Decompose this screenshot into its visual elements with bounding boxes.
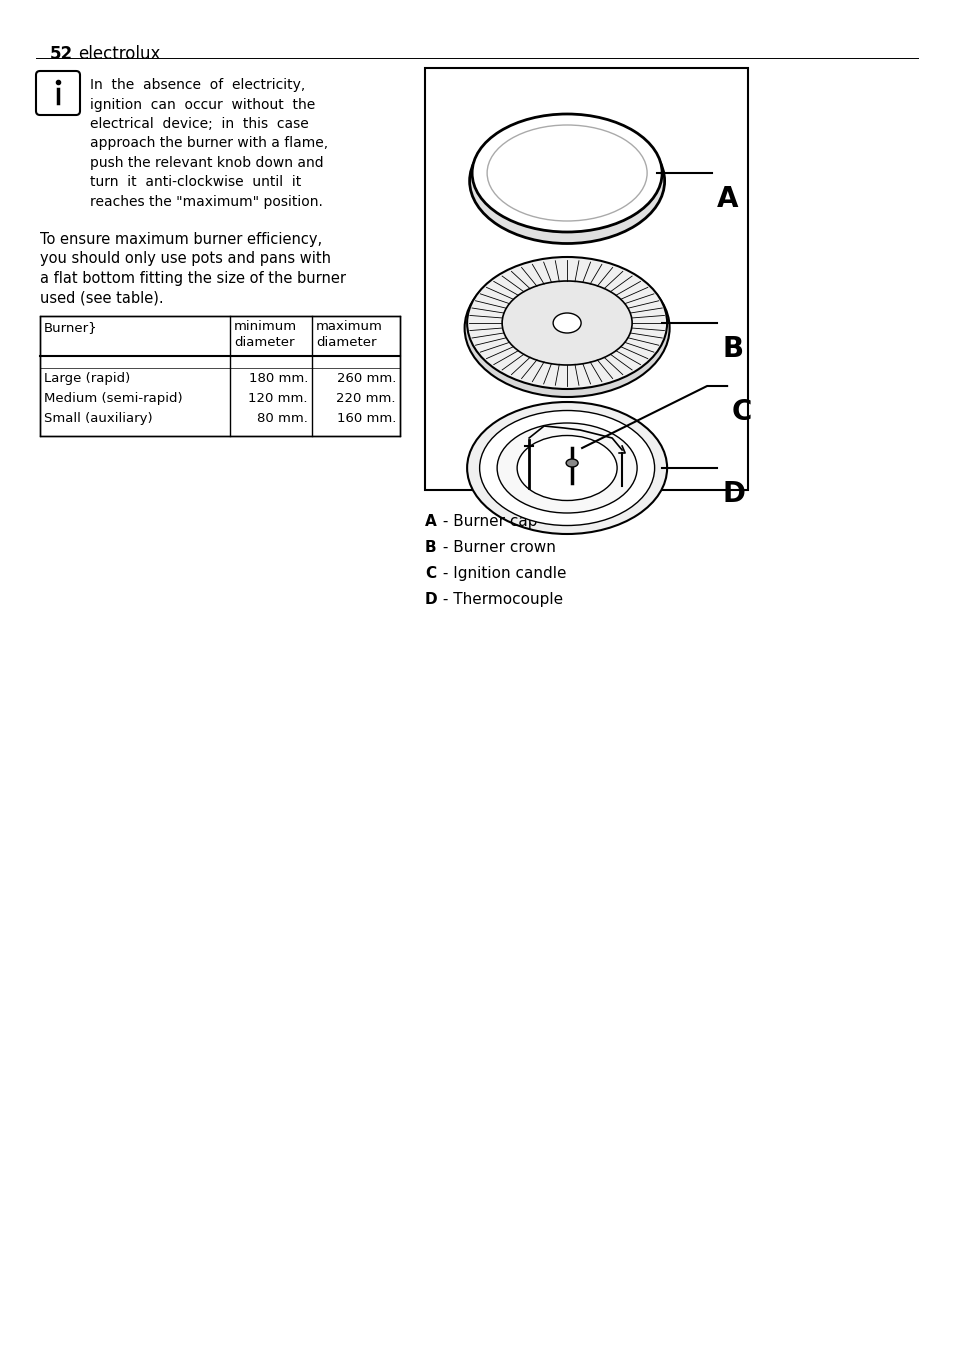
Text: - Burner crown: - Burner crown bbox=[437, 540, 556, 555]
Ellipse shape bbox=[469, 119, 664, 244]
Text: approach the burner with a flame,: approach the burner with a flame, bbox=[90, 137, 328, 150]
FancyBboxPatch shape bbox=[36, 70, 80, 115]
Text: 180 mm.: 180 mm. bbox=[249, 372, 308, 385]
Text: ignition  can  occur  without  the: ignition can occur without the bbox=[90, 97, 314, 111]
Text: push the relevant knob down and: push the relevant knob down and bbox=[90, 156, 323, 171]
Text: - Thermocouple: - Thermocouple bbox=[437, 592, 562, 607]
Ellipse shape bbox=[472, 114, 661, 232]
Text: minimum
diameter: minimum diameter bbox=[233, 320, 296, 349]
Ellipse shape bbox=[553, 313, 580, 333]
Text: used (see table).: used (see table). bbox=[40, 291, 164, 306]
Bar bbox=[40, 315, 399, 436]
Text: maximum
diameter: maximum diameter bbox=[315, 320, 382, 349]
Text: 52: 52 bbox=[50, 45, 73, 64]
Ellipse shape bbox=[467, 402, 666, 533]
Text: 260 mm.: 260 mm. bbox=[336, 372, 395, 385]
Text: you should only use pots and pans with: you should only use pots and pans with bbox=[40, 252, 331, 267]
Text: C: C bbox=[731, 398, 752, 427]
Text: electrical  device;  in  this  case: electrical device; in this case bbox=[90, 116, 309, 131]
Text: Large (rapid): Large (rapid) bbox=[44, 372, 131, 385]
Text: B: B bbox=[424, 540, 436, 555]
Text: 160 mm.: 160 mm. bbox=[336, 412, 395, 425]
Text: Burner}: Burner} bbox=[44, 321, 97, 334]
Text: - Ignition candle: - Ignition candle bbox=[437, 566, 566, 581]
Text: 220 mm.: 220 mm. bbox=[336, 393, 395, 405]
Text: reaches the "maximum" position.: reaches the "maximum" position. bbox=[90, 195, 322, 209]
Bar bbox=[424, 68, 747, 490]
Text: D: D bbox=[721, 481, 744, 508]
Text: A: A bbox=[717, 185, 738, 213]
Ellipse shape bbox=[487, 125, 646, 221]
Text: turn  it  anti-clockwise  until  it: turn it anti-clockwise until it bbox=[90, 176, 301, 190]
Ellipse shape bbox=[517, 436, 617, 501]
Text: A: A bbox=[424, 515, 436, 529]
Ellipse shape bbox=[501, 282, 632, 366]
Text: D: D bbox=[424, 592, 437, 607]
Text: C: C bbox=[424, 566, 436, 581]
Text: Small (auxiliary): Small (auxiliary) bbox=[44, 412, 152, 425]
Ellipse shape bbox=[479, 410, 654, 525]
Text: 80 mm.: 80 mm. bbox=[257, 412, 308, 425]
Ellipse shape bbox=[464, 259, 669, 397]
Text: electrolux: electrolux bbox=[78, 45, 160, 64]
Ellipse shape bbox=[497, 422, 637, 513]
Text: 120 mm.: 120 mm. bbox=[248, 393, 308, 405]
Text: Medium (semi-rapid): Medium (semi-rapid) bbox=[44, 393, 182, 405]
Text: In  the  absence  of  electricity,: In the absence of electricity, bbox=[90, 79, 305, 92]
Text: B: B bbox=[721, 334, 742, 363]
Text: - Burner cap: - Burner cap bbox=[437, 515, 537, 529]
Ellipse shape bbox=[467, 257, 666, 389]
Text: a flat bottom fitting the size of the burner: a flat bottom fitting the size of the bu… bbox=[40, 271, 346, 286]
Ellipse shape bbox=[565, 459, 578, 467]
Text: To ensure maximum burner efficiency,: To ensure maximum burner efficiency, bbox=[40, 232, 322, 246]
